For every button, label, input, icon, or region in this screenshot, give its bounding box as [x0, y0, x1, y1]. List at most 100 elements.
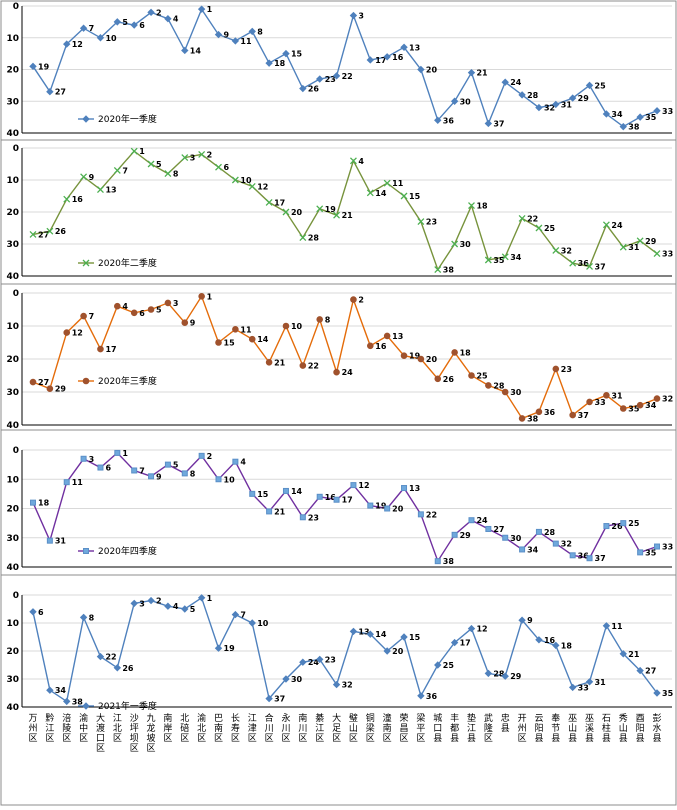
- data-point-1-6: [113, 18, 122, 26]
- x-category-label-7: 沙坪坝区: [130, 713, 139, 754]
- data-label-2-32: 32: [561, 246, 572, 255]
- data-point-5-9: [164, 602, 172, 610]
- data-point-3-29: [501, 388, 509, 396]
- data-point-1-5: [96, 34, 105, 42]
- data-point-5-30: [518, 616, 526, 624]
- data-point-4-30: [519, 546, 526, 553]
- data-point-3-27: [468, 372, 475, 379]
- data-point-3-25: [434, 375, 442, 383]
- data-label-3-14: 14: [257, 335, 269, 344]
- data-point-1-15: [265, 59, 273, 67]
- data-label-1-27: 21: [476, 69, 488, 78]
- x-category-label-16: 永川区: [281, 712, 290, 744]
- data-point-2-27: [468, 202, 475, 210]
- data-label-4-13: 4: [240, 458, 246, 467]
- data-point-4-22: [384, 505, 391, 512]
- data-point-5-12: [214, 644, 223, 652]
- data-label-3-8: 5: [156, 306, 162, 315]
- data-label-2-30: 22: [527, 214, 538, 223]
- data-point-5-8: [147, 596, 155, 605]
- data-point-5-34: [585, 678, 594, 686]
- y-tick-label-30: 30: [6, 97, 19, 107]
- data-label-4-31: 28: [544, 528, 556, 537]
- data-point-4-8: [148, 473, 155, 480]
- data-point-2-8: [147, 160, 155, 168]
- data-label-1-2: 27: [55, 88, 66, 97]
- data-label-5-38: 35: [662, 689, 674, 698]
- data-point-2-6: [113, 166, 121, 174]
- data-point-2-13: [231, 176, 239, 184]
- data-label-5-19: 32: [342, 681, 353, 690]
- data-label-1-5: 10: [105, 34, 117, 43]
- data-label-2-14: 12: [257, 182, 268, 191]
- data-label-2-7: 1: [139, 147, 145, 156]
- data-label-2-9: 8: [173, 170, 179, 179]
- data-point-5-33: [568, 683, 577, 692]
- data-point-4-20: [350, 482, 357, 489]
- data-label-2-18: 19: [325, 205, 337, 214]
- y-tick-label-20: 20: [6, 355, 19, 365]
- data-point-3-38: [653, 395, 661, 402]
- data-point-3-9: [164, 299, 172, 307]
- data-point-5-10: [181, 605, 189, 613]
- data-point-3-12: [215, 339, 222, 346]
- data-label-1-21: 17: [375, 56, 386, 65]
- data-label-1-30: 28: [527, 91, 539, 100]
- data-label-4-10: 8: [190, 469, 196, 478]
- legend-label-4: 2020年四季度: [98, 545, 157, 557]
- y-tick-label-40: 40: [6, 703, 19, 713]
- data-point-2-3: [63, 195, 71, 203]
- data-label-2-27: 18: [476, 202, 488, 211]
- data-label-3-12: 15: [224, 339, 236, 348]
- data-point-2-32: [552, 246, 560, 254]
- y-tick-label-0: 0: [13, 289, 19, 299]
- data-point-5-1: [29, 608, 37, 616]
- x-category-label-9: 南岸区: [163, 712, 172, 744]
- data-label-4-1: 18: [38, 499, 50, 508]
- data-point-3-14: [248, 335, 256, 343]
- data-label-4-7: 7: [139, 466, 145, 475]
- data-point-3-5: [97, 345, 104, 353]
- data-point-3-28: [485, 382, 492, 389]
- data-label-2-11: 2: [207, 150, 213, 159]
- data-label-3-25: 26: [443, 375, 455, 384]
- data-label-1-29: 24: [510, 78, 522, 87]
- data-label-4-26: 29: [460, 531, 472, 540]
- data-point-1-20: [349, 11, 358, 20]
- data-label-5-3: 38: [72, 697, 84, 706]
- data-point-3-1: [29, 378, 37, 386]
- data-point-3-7: [130, 309, 138, 317]
- data-label-5-33: 33: [578, 683, 589, 692]
- data-point-4-16: [282, 487, 289, 494]
- data-label-3-38: 32: [662, 395, 673, 404]
- data-point-5-38: [653, 689, 661, 697]
- data-label-1-15: 18: [274, 59, 286, 68]
- data-point-5-19: [332, 680, 341, 689]
- data-point-5-13: [231, 610, 240, 619]
- data-point-1-30: [518, 91, 526, 99]
- data-point-1-33: [568, 94, 577, 102]
- data-label-2-38: 33: [662, 250, 673, 259]
- legend-label-5: 2021年一季度: [98, 700, 157, 712]
- data-label-2-3: 16: [72, 195, 84, 204]
- data-label-3-26: 18: [460, 348, 472, 357]
- data-point-4-11: [198, 452, 205, 459]
- data-label-2-13: 10: [240, 176, 252, 185]
- data-point-1-25: [434, 116, 442, 125]
- data-label-5-32: 18: [561, 641, 573, 650]
- data-label-5-13: 7: [240, 611, 246, 620]
- y-tick-label-10: 10: [6, 619, 19, 629]
- data-label-1-20: 3: [358, 12, 364, 21]
- data-point-5-28: [484, 669, 493, 678]
- data-label-4-25: 38: [443, 557, 455, 566]
- x-category-label-29: 忠县: [501, 713, 510, 734]
- data-point-5-3: [63, 697, 71, 706]
- data-point-1-14: [248, 27, 256, 36]
- y-tick-label-10: 10: [6, 475, 19, 485]
- x-category-label-13: 长寿区: [231, 712, 240, 744]
- x-category-label-15: 合川区: [265, 712, 274, 744]
- data-label-2-1: 27: [38, 230, 49, 239]
